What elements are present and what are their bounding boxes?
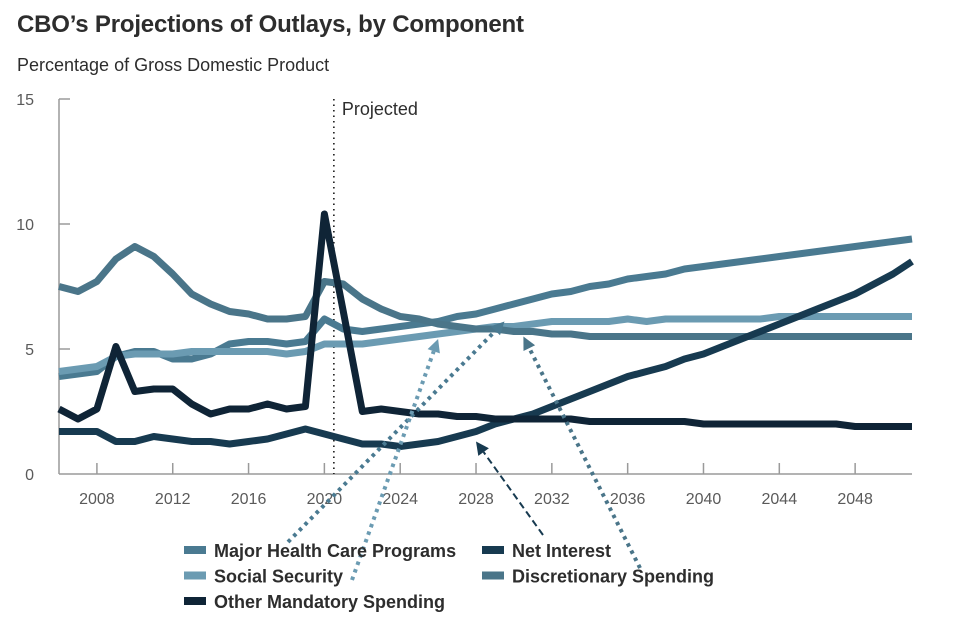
chart-title: CBO’s Projections of Outlays, by Compone… <box>17 11 524 38</box>
y-tick-label: 15 <box>16 92 34 109</box>
x-tick-label: 2012 <box>155 491 191 508</box>
x-tick-label: 2016 <box>231 491 267 508</box>
y-tick-label: 0 <box>25 467 34 484</box>
series-line-net-interest <box>59 258 914 450</box>
legend-swatch <box>482 546 504 554</box>
legend: Major Health Care Programs Social Securit… <box>184 541 714 612</box>
legend-label: Other Mandatory Spending <box>214 592 445 612</box>
callout-arrow-net-interest <box>482 451 544 536</box>
legend-swatch <box>184 571 206 580</box>
callout-arrowhead <box>476 441 489 456</box>
legend-swatch <box>482 571 504 580</box>
chart-subtitle: Percentage of Gross Domestic Product <box>17 55 330 75</box>
legend-label: Net Interest <box>512 541 611 561</box>
series-line-major-health-care-programs <box>58 235 913 380</box>
x-tick-label: 2032 <box>534 491 570 508</box>
legend-label: Social Security <box>214 567 343 587</box>
x-tick-label: 2048 <box>837 491 873 508</box>
callout-arrow-social-security <box>350 350 436 581</box>
axes: 0 5 10 15 2008 2012 2016 2020 2024 2028 2032 2036 20… <box>16 92 912 508</box>
callout-arrow-major-health-care-programs <box>286 329 497 544</box>
callout-arrows <box>286 321 642 581</box>
series-line-other-mandatory-spending <box>57 210 912 430</box>
callout-arrowhead <box>523 336 536 351</box>
y-tick-label: 5 <box>25 342 34 359</box>
legend-label: Major Health Care Programs <box>214 541 456 561</box>
legend-swatch <box>184 597 206 605</box>
y-tick-label: 10 <box>16 217 34 234</box>
series-layer <box>57 210 914 450</box>
legend-label: Discretionary Spending <box>512 567 714 587</box>
callout-arrow-discretionary-spending <box>527 347 642 569</box>
x-tick-label: 2036 <box>610 491 646 508</box>
legend-swatch <box>184 546 206 554</box>
x-tick-label: 2008 <box>79 491 115 508</box>
projected-label: Projected <box>342 99 418 119</box>
x-tick-label: 2040 <box>686 491 722 508</box>
callout-arrowhead <box>490 321 505 336</box>
x-tick-label: 2028 <box>458 491 494 508</box>
x-tick-label: 2044 <box>762 491 798 508</box>
series-line-discretionary-spending <box>58 243 912 340</box>
callout-arrowhead <box>427 339 440 354</box>
x-tick-label: 2024 <box>382 491 418 508</box>
x-tick-label: 2020 <box>307 491 343 508</box>
